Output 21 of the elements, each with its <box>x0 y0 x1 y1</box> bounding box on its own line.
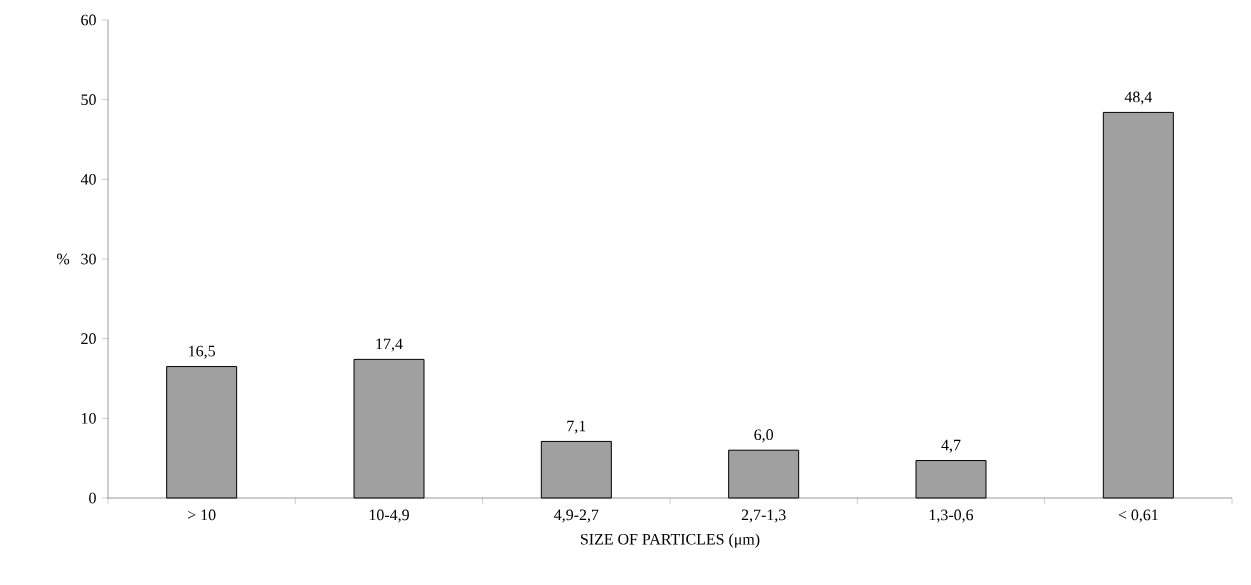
data-label: 48,4 <box>1124 91 1153 105</box>
x-axis-title: SIZE OF PARTICLES (μm) <box>580 533 760 548</box>
data-label: 7,1 <box>567 420 586 434</box>
y-tick-label: 10 <box>81 412 96 424</box>
y-tick-label: 60 <box>81 14 96 26</box>
x-tick-label: 4,9-2,7 <box>554 509 599 523</box>
y-tick-label: 50 <box>81 94 96 106</box>
x-tick-label: > 10 <box>188 509 216 521</box>
data-label: 6,0 <box>754 429 774 443</box>
x-tick-label: 1,3-0,6 <box>929 509 974 523</box>
x-tick-label: 10-4,9 <box>369 509 409 523</box>
data-label: 17,4 <box>376 338 403 352</box>
y-axis-title: % <box>56 253 70 265</box>
data-label: 4,7 <box>941 439 961 453</box>
y-tick-label: 20 <box>81 333 96 345</box>
x-tick-label: < 0,61 <box>1118 509 1158 523</box>
data-label: 16,5 <box>189 345 215 359</box>
y-tick-label: 40 <box>80 173 96 185</box>
x-tick-label: 2,7-1,3 <box>741 509 786 523</box>
y-tick-label: 30 <box>81 253 96 265</box>
y-tick-label: 0 <box>89 492 96 504</box>
